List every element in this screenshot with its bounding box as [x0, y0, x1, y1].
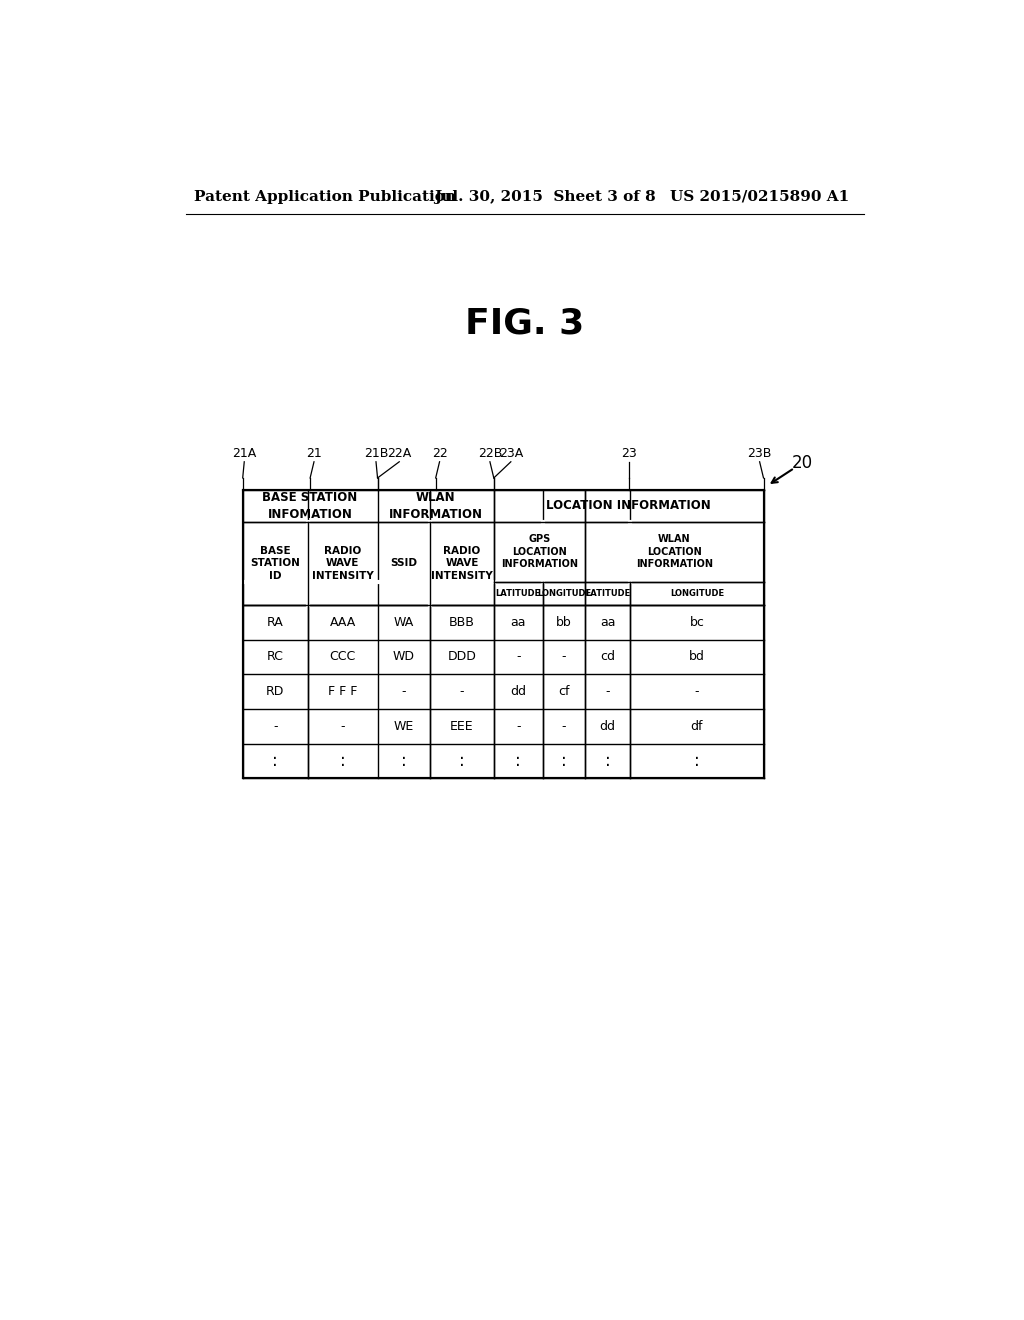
Text: 22B: 22B: [478, 447, 502, 461]
Text: :: :: [515, 752, 521, 770]
Text: BBB: BBB: [450, 616, 475, 628]
Text: BASE
STATION
ID: BASE STATION ID: [250, 546, 300, 581]
Text: bb: bb: [556, 616, 571, 628]
Text: WLAN
LOCATION
INFORMATION: WLAN LOCATION INFORMATION: [636, 535, 713, 569]
Text: WLAN
INFORMATION: WLAN INFORMATION: [389, 491, 482, 520]
Text: 23: 23: [621, 447, 637, 461]
Text: WD: WD: [393, 651, 415, 664]
Text: WE: WE: [394, 719, 414, 733]
Text: :: :: [459, 752, 465, 770]
Text: LATITUDE: LATITUDE: [585, 589, 631, 598]
Text: -: -: [694, 685, 699, 698]
Text: df: df: [690, 719, 703, 733]
Text: 20: 20: [792, 454, 813, 471]
Text: :: :: [340, 752, 345, 770]
Text: LONGITUDE: LONGITUDE: [670, 589, 724, 598]
Text: -: -: [273, 719, 278, 733]
Text: cf: cf: [558, 685, 569, 698]
Text: 23B: 23B: [748, 447, 772, 461]
Text: DDD: DDD: [447, 651, 476, 664]
Text: -: -: [605, 685, 610, 698]
Text: LOCATION INFORMATION: LOCATION INFORMATION: [546, 499, 711, 512]
Text: :: :: [272, 752, 279, 770]
Text: SSID: SSID: [390, 558, 418, 569]
Text: aa: aa: [510, 616, 526, 628]
Text: 23A: 23A: [499, 447, 523, 461]
Text: 21B: 21B: [364, 447, 388, 461]
Text: -: -: [562, 651, 566, 664]
Text: 22A: 22A: [387, 447, 412, 461]
Text: bc: bc: [689, 616, 705, 628]
Text: RC: RC: [267, 651, 284, 664]
Text: dd: dd: [510, 685, 526, 698]
Text: EEE: EEE: [451, 719, 474, 733]
Text: Patent Application Publication: Patent Application Publication: [194, 190, 456, 203]
Text: :: :: [605, 752, 610, 770]
Text: GPS
LOCATION
INFORMATION: GPS LOCATION INFORMATION: [501, 535, 578, 569]
Text: US 2015/0215890 A1: US 2015/0215890 A1: [671, 190, 850, 203]
Text: -: -: [516, 651, 520, 664]
Text: 21A: 21A: [232, 447, 256, 461]
Text: 21: 21: [306, 447, 322, 461]
Text: :: :: [561, 752, 567, 770]
Text: LATITUDE: LATITUDE: [496, 589, 541, 598]
Text: -: -: [516, 719, 520, 733]
Text: FIG. 3: FIG. 3: [465, 308, 585, 341]
Text: -: -: [401, 685, 407, 698]
Text: :: :: [694, 752, 699, 770]
Text: -: -: [562, 719, 566, 733]
Text: aa: aa: [600, 616, 615, 628]
Text: cd: cd: [600, 651, 615, 664]
Text: -: -: [460, 685, 464, 698]
Text: Jul. 30, 2015  Sheet 3 of 8: Jul. 30, 2015 Sheet 3 of 8: [434, 190, 656, 203]
Text: :: :: [401, 752, 407, 770]
Bar: [243, 490, 764, 779]
Text: F F F: F F F: [328, 685, 357, 698]
Text: dd: dd: [600, 719, 615, 733]
Text: BASE STATION
INFOMATION: BASE STATION INFOMATION: [262, 491, 357, 520]
Text: AAA: AAA: [330, 616, 355, 628]
Text: LONGITUDE: LONGITUDE: [537, 589, 591, 598]
Text: CCC: CCC: [330, 651, 355, 664]
Text: WA: WA: [394, 616, 414, 628]
Text: bd: bd: [689, 651, 705, 664]
Text: 22: 22: [432, 447, 447, 461]
Text: RADIO
WAVE
INTENSITY: RADIO WAVE INTENSITY: [311, 546, 374, 581]
Text: RA: RA: [267, 616, 284, 628]
Text: RADIO
WAVE
INTENSITY: RADIO WAVE INTENSITY: [431, 546, 493, 581]
Text: -: -: [340, 719, 345, 733]
Text: RD: RD: [266, 685, 285, 698]
